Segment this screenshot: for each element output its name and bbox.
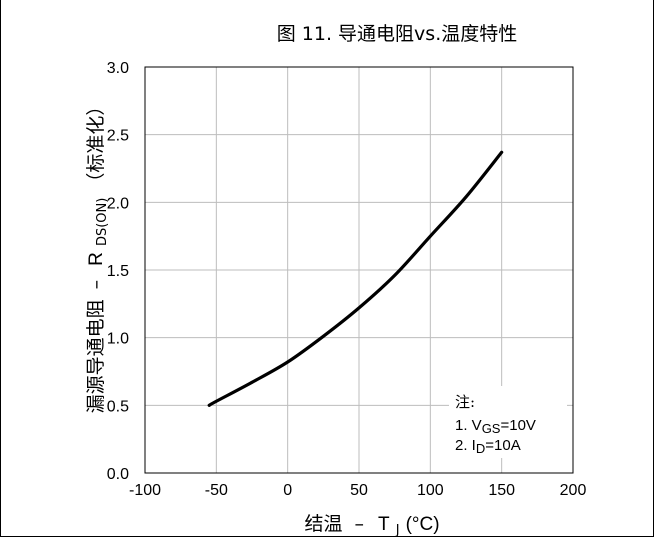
note-2: 2. ID=10A [455, 437, 521, 456]
note-2-prefix: 2. I [455, 437, 476, 454]
x-ticks: -100 -50 0 50 100 150 200 [129, 482, 586, 499]
y-tick-label: 3.0 [107, 60, 129, 77]
note-1-sub: GS [482, 421, 501, 436]
y-axis-label-dash: – [85, 280, 107, 290]
x-axis-label-prefix: 结温 [304, 513, 348, 535]
note-2-suffix: =10A [485, 437, 520, 454]
x-tick-label: -100 [129, 482, 161, 499]
notes-background [449, 386, 567, 458]
notes-heading: 注: [455, 393, 475, 411]
x-tick-label: 200 [560, 482, 587, 499]
x-tick-label: 150 [488, 482, 515, 499]
notes-annotation: 注: 1. VGS=10V 2. ID=10A [449, 386, 567, 458]
y-axis-label-sub: DS(ON) [95, 198, 110, 246]
x-tick-label: -50 [205, 482, 228, 499]
plot-border [144, 66, 574, 474]
x-tick-label: 50 [350, 482, 368, 499]
y-tick-label: 0.5 [107, 398, 129, 415]
y-tick-label: 2.0 [107, 195, 129, 212]
y-tick-label: 1.5 [107, 263, 129, 280]
note-1-suffix: =10V [500, 417, 535, 434]
x-axis-label-sub: J [395, 523, 400, 538]
note-1: 1. VGS=10V [455, 417, 536, 436]
y-axis-label-symbol: R [86, 252, 107, 266]
series-layer [207, 150, 504, 407]
series-line [207, 150, 504, 407]
x-axis-label-dash: – [354, 513, 364, 535]
note-2-sub: D [476, 441, 485, 456]
x-tick-label: 0 [283, 482, 292, 499]
note-1-prefix: 1. V [455, 417, 482, 434]
y-tick-label: 2.5 [107, 128, 129, 145]
y-tick-label: 1.0 [107, 331, 129, 348]
y-axis-label-prefix: 漏源导通电阻 [85, 293, 107, 413]
y-axis-label-suffix: （标准化） [85, 97, 107, 192]
x-axis-label-unit: (°C) [406, 514, 440, 535]
y-axis-label: 漏源导通电阻 – R DS(ON) （标准化） [85, 97, 111, 414]
chart-title: 图 11. 导通电阻vs.温度特性 [277, 23, 517, 45]
y-tick-label: 0.0 [107, 466, 129, 483]
x-tick-label: 100 [417, 482, 444, 499]
y-ticks: 0.0 0.5 1.0 1.5 2.0 2.5 3.0 [107, 60, 129, 483]
x-axis-label-symbol: T [378, 514, 390, 535]
x-axis-label: 结温 – T J (°C) [304, 513, 439, 538]
